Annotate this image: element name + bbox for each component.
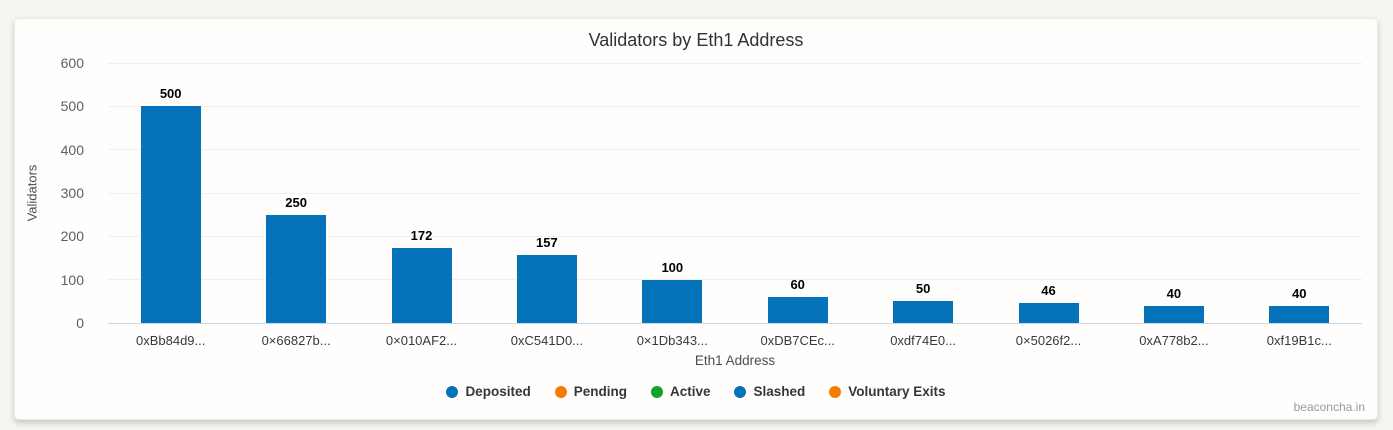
x-tick-label: 0×1Db343... [636,333,708,348]
bar-0xc541d0[interactable] [516,254,577,323]
gridline-500 [108,105,1362,107]
bar-value-label: 40 [1166,285,1182,301]
legend-item-deposited[interactable]: Deposited [446,384,531,399]
gridline-600 [108,62,1362,64]
y-tick-label-400: 400 [60,141,84,158]
bar-value-label: 172 [410,228,433,244]
legend-marker-icon [446,385,459,398]
bar-01db343[interactable] [642,279,703,323]
legend-marker-icon [829,385,842,398]
bar-0010af2[interactable] [391,248,452,323]
legend-marker-icon [554,385,567,398]
legend-item-label: Pending [573,384,627,399]
legend: Deposited Pending Active Slashed Voluntary E… [15,384,1377,399]
legend-item-label: Active [669,384,711,399]
x-tick-label: 0xdf74E0... [890,333,956,348]
x-tick-label: 0xBb84d9... [135,333,206,348]
x-tick-label: 0×66827b... [261,333,331,348]
y-tick-label-500: 500 [60,98,84,115]
x-tick-label: 0xDB7CEc... [760,333,835,348]
bar-0xa778b2[interactable] [1143,305,1204,323]
bar-value-label: 157 [536,234,558,250]
legend-item-voluntary-exits[interactable]: Voluntary Exits [829,384,946,399]
legend-item-label: Deposited [465,384,531,399]
x-tick-label: 0×010AF2... [385,333,458,348]
gridline-200 [108,235,1362,237]
legend-item-active[interactable]: Active [650,384,711,399]
y-tick-label-100: 100 [60,271,84,288]
y-tick-label-300: 300 [60,185,84,201]
x-axis-line [108,322,1362,324]
bar-0xdb7cec[interactable] [767,297,828,323]
legend-item-slashed[interactable]: Slashed [734,384,805,399]
bar-0xf19b1c[interactable] [1269,305,1330,323]
legend-item-label: Voluntary Exits [848,384,946,399]
x-tick-label: 0×5026f2... [1015,333,1082,348]
bar-0xbb84d9[interactable] [140,106,201,323]
x-tick-label: 0xf19B1c... [1266,333,1332,348]
bar-066827b[interactable] [266,214,327,323]
gridline-300 [108,192,1362,194]
gridline-400 [108,149,1362,151]
y-tick-label-600: 600 [60,55,84,71]
bar-value-label: 500 [159,86,182,102]
legend-item-label: Slashed [753,384,806,399]
y-tick-label-0: 0 [76,315,84,331]
bar-value-label: 60 [790,277,805,292]
bar-value-label: 50 [915,281,931,297]
bar-05026f2[interactable] [1018,303,1079,323]
bar-value-label: 250 [285,194,307,210]
y-tick-label-200: 200 [60,228,84,245]
bar-0xdf74e0[interactable] [893,301,954,323]
watermark-link[interactable]: beaconcha.in [1293,400,1365,414]
x-tick-label: 0xC541D0... [510,333,584,348]
bar-value-label: 46 [1041,283,1056,299]
y-axis-title: Validators [24,164,40,222]
legend-marker-icon [734,385,747,398]
legend-marker-icon [650,385,663,398]
x-tick-label: 0xA778b2... [1139,333,1209,348]
x-axis-title: Eth1 Address [694,353,776,368]
chart-card: Validators by Eth1 Address 500 250 172 157 1… [14,18,1378,420]
bar-value-label: 40 [1292,285,1307,301]
legend-item-pending[interactable]: Pending [554,384,627,399]
gridline-100 [108,279,1362,281]
bar-value-label: 100 [661,259,684,275]
chart-title: Validators by Eth1 Address [588,30,804,50]
plot-area: 500 250 172 157 100 60 50 46 40 40 [108,62,1362,324]
